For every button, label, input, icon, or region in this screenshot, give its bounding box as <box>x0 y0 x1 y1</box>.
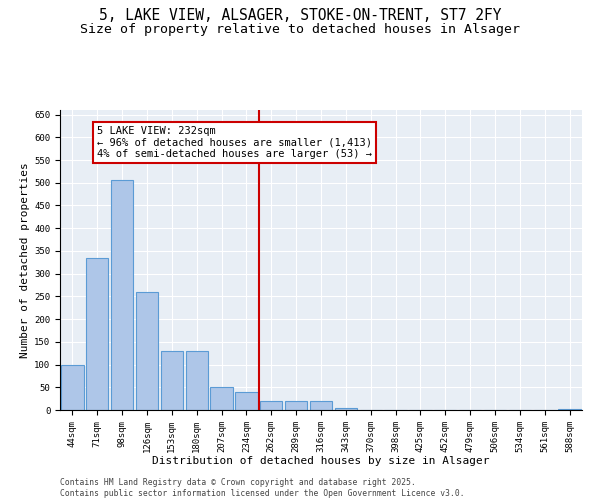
Y-axis label: Number of detached properties: Number of detached properties <box>20 162 30 358</box>
Bar <box>235 392 257 410</box>
Bar <box>260 401 283 410</box>
Bar <box>211 388 233 410</box>
Bar <box>61 364 83 410</box>
Bar <box>185 351 208 410</box>
Text: Size of property relative to detached houses in Alsager: Size of property relative to detached ho… <box>80 22 520 36</box>
Bar <box>161 351 183 410</box>
Text: 5 LAKE VIEW: 232sqm
← 96% of detached houses are smaller (1,413)
4% of semi-deta: 5 LAKE VIEW: 232sqm ← 96% of detached ho… <box>97 126 372 159</box>
Bar <box>335 408 357 410</box>
Bar <box>285 401 307 410</box>
Bar <box>559 408 581 410</box>
Text: Contains HM Land Registry data © Crown copyright and database right 2025.
Contai: Contains HM Land Registry data © Crown c… <box>60 478 464 498</box>
Bar <box>86 258 109 410</box>
X-axis label: Distribution of detached houses by size in Alsager: Distribution of detached houses by size … <box>152 456 490 466</box>
Bar <box>111 180 133 410</box>
Bar <box>310 401 332 410</box>
Text: 5, LAKE VIEW, ALSAGER, STOKE-ON-TRENT, ST7 2FY: 5, LAKE VIEW, ALSAGER, STOKE-ON-TRENT, S… <box>99 8 501 22</box>
Bar <box>136 292 158 410</box>
